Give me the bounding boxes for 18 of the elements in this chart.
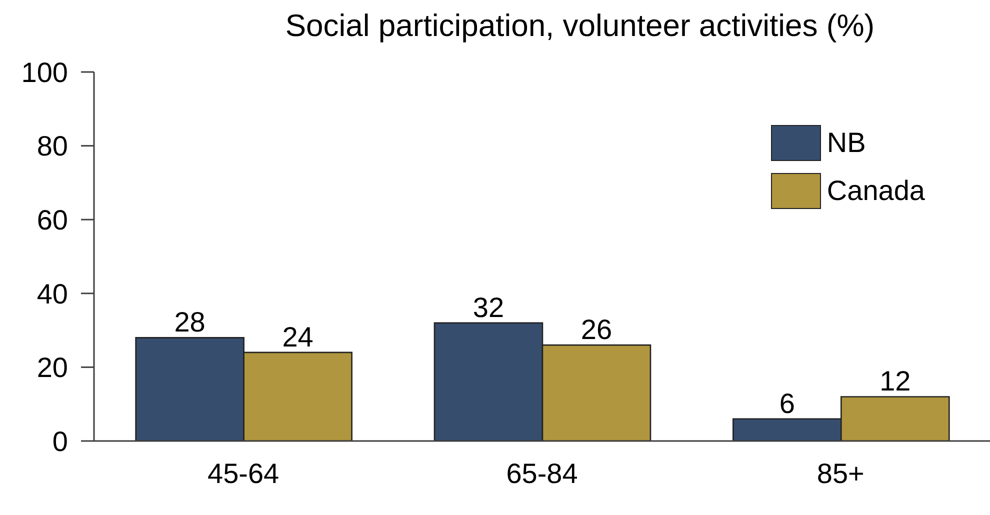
legend-label: NB [826, 127, 866, 158]
y-tick-label: 20 [36, 352, 68, 384]
x-tick-label: 85+ [816, 458, 864, 489]
legend-label: Canada [826, 175, 925, 206]
data-label: 32 [472, 292, 504, 323]
y-tick-label: 60 [36, 204, 68, 236]
chart-title: Social participation, volunteer activities (%) [285, 8, 875, 43]
data-label: 28 [174, 306, 206, 338]
data-label: 12 [880, 366, 911, 397]
data-label: 26 [580, 314, 612, 346]
x-tick-label: 45-64 [208, 458, 280, 489]
data-label: 6 [779, 388, 795, 419]
y-tick-label: 0 [52, 426, 68, 457]
y-tick-label: 40 [36, 278, 68, 310]
data-label: 24 [282, 321, 314, 352]
y-tick-label: 100 [21, 56, 68, 88]
x-tick-label: 65-84 [506, 458, 578, 489]
y-tick-label: 80 [36, 130, 68, 162]
